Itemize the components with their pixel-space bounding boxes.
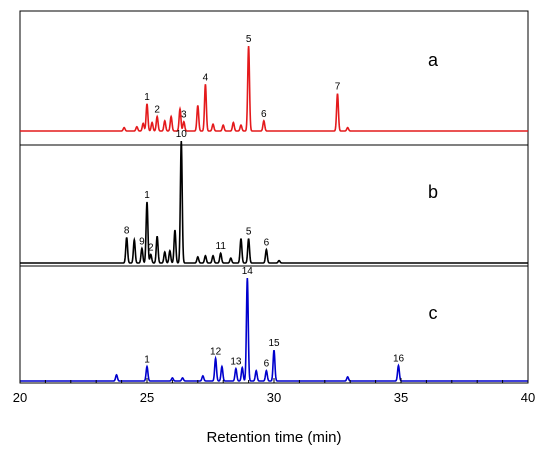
peak-label-c-12: 12 <box>210 346 222 357</box>
peak-label-c-15: 15 <box>268 338 280 349</box>
peak-label-c-6: 6 <box>264 359 270 370</box>
trace-b <box>20 140 528 264</box>
panel-label-c: c <box>429 303 438 323</box>
peak-label-b-2: 2 <box>148 243 154 254</box>
traces-layer <box>20 45 528 382</box>
peak-label-a-3: 3 <box>181 110 187 121</box>
trace-a <box>20 45 528 132</box>
peak-label-b-8: 8 <box>124 225 130 236</box>
peak-label-b-6: 6 <box>264 238 270 249</box>
panel-label-a: a <box>428 50 439 70</box>
x-tick-label-30: 30 <box>267 390 281 405</box>
peak-label-c-14: 14 <box>242 266 254 277</box>
peak-label-a-6: 6 <box>261 109 267 120</box>
peak-label-a-4: 4 <box>203 72 209 83</box>
peak-label-c-1: 1 <box>144 355 150 366</box>
peak-label-a-2: 2 <box>154 105 160 116</box>
plot-frame <box>19 10 529 384</box>
trace-c <box>20 277 528 382</box>
peak-label-b-10: 10 <box>176 129 188 140</box>
x-tick-label-25: 25 <box>140 390 154 405</box>
x-tick-label-40: 40 <box>521 390 535 405</box>
peak-label-c-13: 13 <box>230 357 242 368</box>
peak-label-a-5: 5 <box>246 34 252 45</box>
x-tick-label-35: 35 <box>394 390 408 405</box>
peak-label-b-1: 1 <box>144 190 150 201</box>
peak-label-b-9: 9 <box>139 236 145 247</box>
peak-label-a-7: 7 <box>335 82 341 93</box>
peak-label-b-11: 11 <box>216 241 227 252</box>
panel-label-b: b <box>428 182 438 202</box>
peak-label-b-5: 5 <box>246 227 252 238</box>
peak-label-c-16: 16 <box>393 354 405 365</box>
x-axis-title: Retention time (min) <box>206 429 341 446</box>
x-tick-label-20: 20 <box>13 390 27 405</box>
peak-label-a-1: 1 <box>144 92 150 103</box>
x-axis: 20 25 30 35 40 <box>13 378 535 405</box>
